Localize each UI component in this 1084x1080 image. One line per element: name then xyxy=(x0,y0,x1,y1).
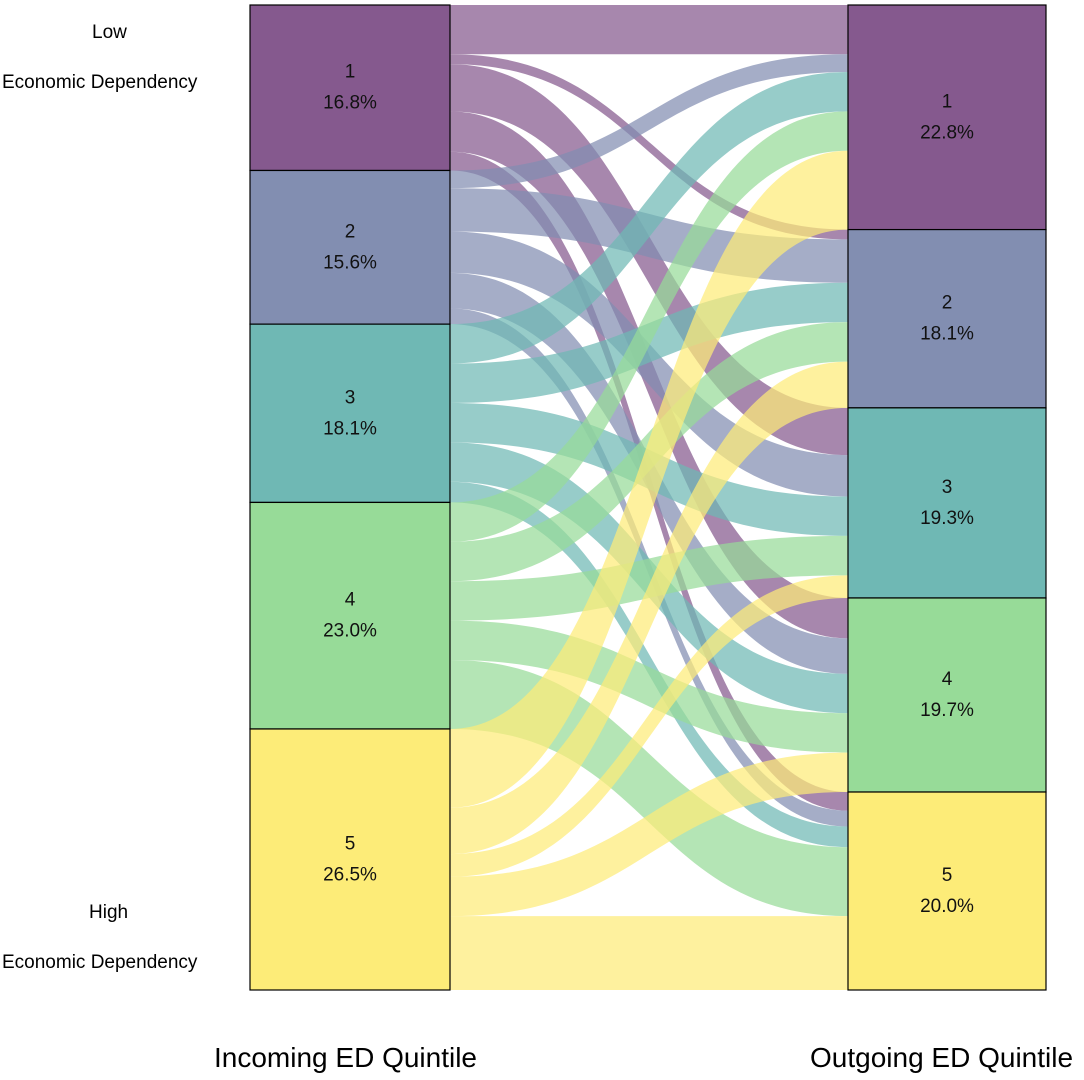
outgoing-node-1-percent: 22.8% xyxy=(920,122,974,143)
outgoing-node-4-percent: 19.7% xyxy=(920,700,974,721)
incoming-node-2-percent: 15.6% xyxy=(323,252,377,273)
outgoing-node-1 xyxy=(847,4,1047,231)
flow-4-to-1 xyxy=(450,111,848,542)
flow-1-to-1 xyxy=(450,5,848,55)
outgoing-node-5 xyxy=(847,791,1047,991)
outgoing-axis-title: Outgoing ED Quintile xyxy=(810,1042,1074,1073)
incoming-node-5-label: 5 xyxy=(345,833,356,854)
flow-4-to-4 xyxy=(450,620,848,753)
outgoing-node-3 xyxy=(847,407,1047,599)
flow-2-to-3 xyxy=(450,231,848,497)
outgoing-node-2 xyxy=(847,228,1047,409)
flow-1-to-3 xyxy=(450,64,848,456)
outgoing-node-5-label: 5 xyxy=(942,865,953,886)
flow-3-to-5 xyxy=(450,481,848,848)
outgoing-node-4 xyxy=(847,597,1047,793)
incoming-node-4-percent: 23.0% xyxy=(323,621,377,642)
incoming-node-4-label: 4 xyxy=(345,590,356,611)
incoming-node-2-label: 2 xyxy=(345,221,356,242)
flow-5-to-1 xyxy=(450,150,848,808)
incoming-node-3 xyxy=(249,323,451,504)
flow-4-to-3 xyxy=(450,535,848,621)
outgoing-node-3-percent: 19.3% xyxy=(920,508,974,529)
low-label: Low xyxy=(92,22,127,43)
incoming-node-3-percent: 18.1% xyxy=(323,418,377,439)
incoming-axis-title: Incoming ED Quintile xyxy=(214,1042,478,1073)
flow-5-to-3 xyxy=(450,575,848,877)
outgoing-node-2-label: 2 xyxy=(942,293,953,314)
high-economic-dependency-label: Economic Dependency xyxy=(2,952,198,973)
flow-3-to-1 xyxy=(450,71,848,364)
flows-layer xyxy=(450,5,848,990)
flow-5-to-5 xyxy=(450,916,848,990)
outgoing-node-5-percent: 20.0% xyxy=(920,896,974,917)
outgoing-node-1-label: 1 xyxy=(942,91,953,112)
incoming-node-5 xyxy=(249,728,451,991)
outgoing-node-3-label: 3 xyxy=(942,477,953,498)
low-economic-dependency-label: Economic Dependency xyxy=(2,72,198,93)
flow-5-to-4 xyxy=(450,752,848,917)
nodes-layer: 1 16.8% 2 15.6% 3 18.1% 4 23.0% 5 26.5% 1 22.8% 2 18.… xyxy=(249,4,1047,991)
incoming-node-4 xyxy=(249,501,451,730)
incoming-node-3-label: 3 xyxy=(345,387,356,408)
incoming-node-5-percent: 26.5% xyxy=(323,864,377,885)
high-label: High xyxy=(89,902,129,923)
incoming-node-1-label: 1 xyxy=(345,62,356,83)
flow-2-to-1 xyxy=(450,54,848,189)
flow-1-to-2 xyxy=(450,54,848,240)
outgoing-node-4-label: 4 xyxy=(942,669,953,690)
incoming-node-1-percent: 16.8% xyxy=(323,93,377,114)
outgoing-node-2-percent: 18.1% xyxy=(920,324,974,345)
flow-5-to-2 xyxy=(450,361,848,855)
incoming-node-1 xyxy=(249,4,451,172)
incoming-node-2 xyxy=(249,169,451,325)
